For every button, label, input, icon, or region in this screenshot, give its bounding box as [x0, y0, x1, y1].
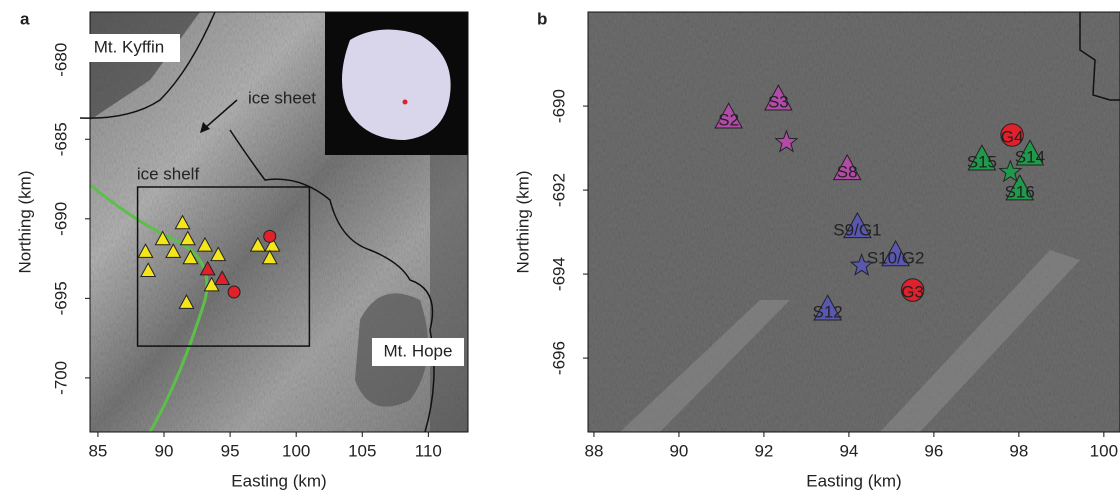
x-tick-label: 98 [1009, 441, 1028, 460]
y-tick-label: -694 [549, 257, 568, 291]
station-label: S14 [1015, 148, 1045, 167]
x-axis-label: Easting (km) [231, 471, 326, 490]
station-triangle [196, 236, 214, 252]
station-circle [227, 285, 241, 299]
annotation: Mt. Hope [384, 341, 453, 360]
streak [620, 250, 1080, 432]
annotation: Mt. Kyffin [94, 37, 165, 56]
arrowhead [200, 122, 210, 133]
x-axis-label: Easting (km) [806, 471, 901, 490]
station-triangle [832, 153, 862, 181]
station-circle [263, 229, 277, 243]
station-triangle [881, 239, 910, 267]
station-triangle [714, 102, 743, 129]
y-tick-label: -690 [549, 89, 568, 123]
arrow [204, 99, 238, 129]
station-triangle [165, 243, 182, 258]
coastline [1079, 12, 1120, 101]
station-star [998, 159, 1023, 183]
station-triangle [843, 211, 872, 239]
annotation-box [78, 34, 180, 62]
station-triangle [174, 214, 191, 230]
x-tick-label: 96 [924, 441, 943, 460]
annotation-box [372, 338, 464, 366]
station-triangle [178, 294, 195, 309]
panel-label: b [537, 9, 547, 28]
coastline [79, 11, 216, 119]
x-tick-label: 90 [669, 441, 688, 460]
station-label: S8 [837, 162, 858, 181]
x-tick-label: 85 [88, 441, 107, 460]
antarctica [341, 29, 451, 141]
inset-box [136, 186, 311, 347]
y-axis-label: Northing (km) [513, 171, 532, 274]
mountain-shade [430, 130, 468, 432]
station-label: G4 [1001, 128, 1024, 147]
station-triangle [210, 246, 227, 262]
y-tick-label: -685 [51, 122, 70, 156]
station-circle [900, 278, 925, 302]
x-tick-label: 90 [155, 441, 174, 460]
annotation: ice sheet [248, 88, 316, 107]
y-tick-label: -680 [51, 43, 70, 77]
station-triangle [214, 270, 231, 285]
station-label: S10/G2 [867, 249, 925, 268]
station-circle [1000, 123, 1024, 147]
station-triangle [967, 144, 997, 171]
x-tick-label: 100 [1090, 441, 1118, 460]
y-tick-label: -696 [549, 341, 568, 375]
y-tick-label: -700 [51, 361, 70, 395]
x-tick-label: 88 [584, 441, 603, 460]
station-label: S3 [768, 93, 789, 112]
station-star [849, 253, 874, 276]
station-star [774, 129, 799, 153]
x-tick-label: 105 [348, 441, 376, 460]
panel-label: a [20, 9, 30, 28]
x-tick-label: 94 [839, 441, 858, 460]
y-tick-label: -692 [549, 173, 568, 207]
station-triangle [764, 84, 793, 111]
y-axis-label: Northing (km) [15, 171, 34, 274]
station-triangle [154, 230, 171, 246]
inset-location [402, 99, 408, 105]
station-triangle [179, 230, 196, 246]
x-tick-label: 110 [415, 441, 442, 460]
station-label: G3 [901, 283, 924, 302]
x-tick-label: 92 [754, 441, 773, 460]
station-triangle [261, 249, 278, 265]
station-triangle [1015, 139, 1045, 166]
station-label: S15 [967, 153, 997, 172]
station-triangle [199, 260, 216, 276]
x-tick-label: 100 [282, 441, 310, 460]
station-label: S2 [718, 111, 739, 130]
station-triangle [249, 236, 266, 252]
station-triangle [264, 236, 281, 252]
station-label: S9/G1 [833, 220, 881, 239]
station-label: S16 [1005, 183, 1035, 202]
plot-frame [587, 11, 1120, 433]
y-tick-label: -695 [51, 281, 70, 315]
station-triangle [137, 243, 154, 258]
annotation: ice shelf [137, 164, 200, 183]
plot-frame [89, 11, 469, 433]
x-tick-label: 95 [221, 441, 240, 460]
station-triangle [813, 294, 842, 321]
station-triangle [182, 249, 199, 265]
station-triangle [140, 262, 157, 278]
station-triangle [1005, 174, 1035, 201]
y-tick-label: -690 [51, 202, 70, 236]
station-label: S12 [813, 303, 843, 322]
